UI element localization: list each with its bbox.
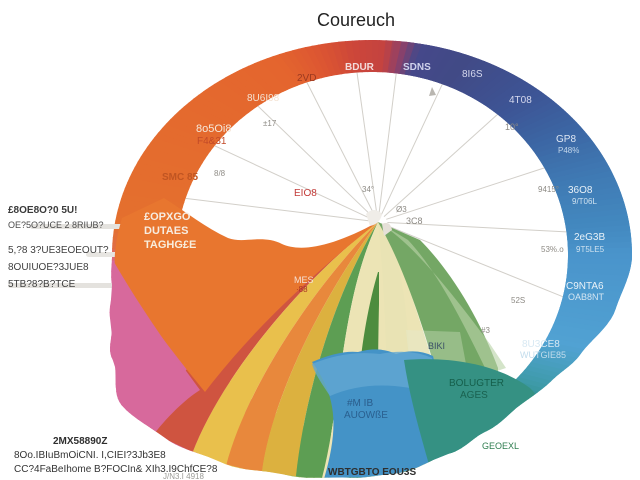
svg-text:2eG3B: 2eG3B — [574, 232, 605, 243]
svg-text:AGES: AGES — [460, 390, 488, 401]
svg-text:P48%: P48% — [558, 146, 579, 155]
svg-text:BOLUGTER: BOLUGTER — [449, 378, 504, 389]
svg-text:BIKI: BIKI — [428, 341, 445, 351]
svg-text:8/8: 8/8 — [214, 169, 226, 178]
svg-text:3C8: 3C8 — [406, 216, 423, 226]
svg-text:36O8: 36O8 — [568, 185, 593, 196]
svg-text:5,?8 3?UE3EOEOUT?: 5,?8 3?UE3EOEOUT? — [8, 245, 109, 256]
svg-text:MES: MES — [294, 275, 314, 285]
svg-text:WUTGIE85: WUTGIE85 — [520, 350, 566, 360]
svg-text:53%.o: 53%.o — [541, 245, 564, 254]
svg-text:8U6I98: 8U6I98 — [247, 93, 280, 104]
svg-text:8U3CE8: 8U3CE8 — [522, 339, 560, 350]
svg-text:TAGHG£E: TAGHG£E — [144, 239, 196, 251]
svg-text:10°: 10° — [505, 122, 519, 132]
svg-text:8o5Oi8: 8o5Oi8 — [196, 123, 231, 135]
svg-text:9T5LE5: 9T5LE5 — [576, 245, 605, 254]
svg-text:9415°: 9415° — [538, 185, 559, 194]
svg-text:5TB?8?B?TCE: 5TB?8?B?TCE — [8, 279, 76, 290]
svg-text:9/T06L: 9/T06L — [572, 197, 597, 206]
svg-text:2MX58890Z: 2MX58890Z — [53, 436, 107, 447]
svg-text:Ø3: Ø3 — [396, 205, 407, 214]
svg-text:52S: 52S — [511, 296, 525, 305]
svg-text:#3: #3 — [481, 326, 490, 335]
svg-text:8I6S: 8I6S — [462, 69, 483, 80]
svg-text:GEOEXL: GEOEXL — [482, 441, 519, 451]
svg-text:8Oo.IBIuBmOiCNI. I,CIEI?3Jb3E8: 8Oo.IBIuBmOiCNI. I,CIEI?3Jb3E8 — [14, 450, 166, 461]
svg-text:WBTGBTO EOU3S: WBTGBTO EOU3S — [328, 467, 416, 478]
svg-text:#M IB: #M IB — [347, 398, 373, 409]
svg-text:BDUR: BDUR — [345, 62, 375, 73]
svg-text:OAB8NT: OAB8NT — [568, 292, 605, 302]
svg-text:CC?4FaBeIhome B?FOCIn& XIh3.I: CC?4FaBeIhome B?FOCIn& XIh3.I9ChfCE?8 — [14, 464, 218, 475]
svg-text:£OPXGO: £OPXGO — [144, 211, 191, 223]
svg-text:34°: 34° — [362, 185, 374, 194]
svg-text:AUOWßE: AUOWßE — [344, 410, 388, 421]
svg-text:SDNS: SDNS — [403, 62, 431, 73]
svg-text:£8OE8O?0 5U!: £8OE8O?0 5U! — [8, 205, 77, 216]
svg-text:EIO8: EIO8 — [294, 188, 317, 199]
svg-text:±17: ±17 — [263, 119, 277, 128]
svg-text:DUTAES: DUTAES — [144, 225, 188, 237]
svg-text:·88: ·88 — [296, 285, 308, 294]
svg-text:8OUIUOE?3JUE8: 8OUIUOE?3JUE8 — [8, 262, 89, 273]
svg-text:C9NTA6: C9NTA6 — [566, 281, 604, 292]
svg-text:Coureuch: Coureuch — [317, 10, 395, 30]
svg-text:GP8: GP8 — [556, 134, 576, 145]
svg-text:F4&31: F4&31 — [197, 136, 227, 147]
svg-text:2VD: 2VD — [297, 73, 316, 84]
svg-text:SMC 85: SMC 85 — [162, 172, 199, 183]
svg-text:4T08: 4T08 — [509, 95, 532, 106]
svg-text:J/N3.I 4918: J/N3.I 4918 — [163, 472, 204, 480]
svg-text:OE?5O?UCE 2 8RIUB?: OE?5O?UCE 2 8RIUB? — [8, 220, 104, 230]
